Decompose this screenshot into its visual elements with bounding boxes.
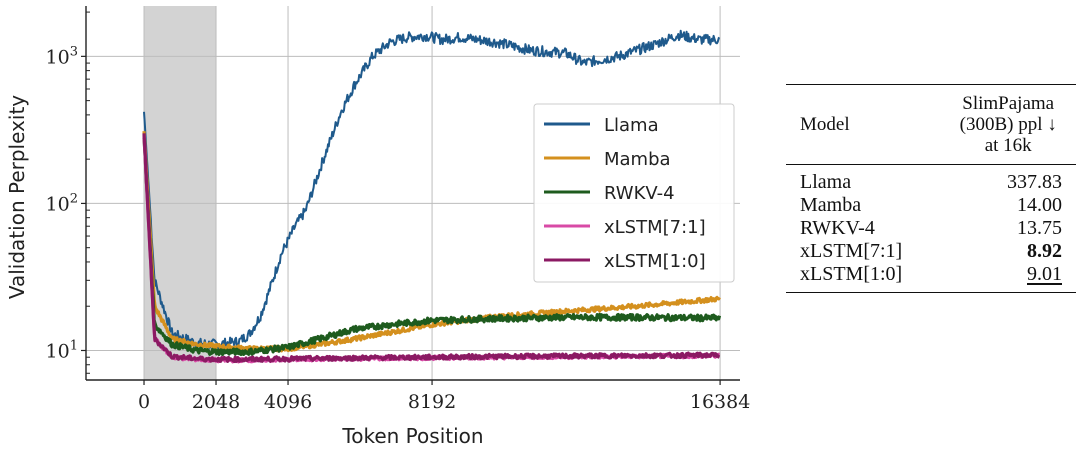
legend-label: Mamba — [604, 149, 671, 170]
table-cell-model: xLSTM[7:1] — [800, 240, 903, 262]
legend-label: xLSTM[7:1] — [604, 217, 706, 238]
table-row: Llama 337.83 — [786, 164, 1076, 195]
legend-box — [533, 103, 735, 283]
x-tick-label: 0 — [138, 391, 150, 413]
plot-area: 0 2048 4096 8192 16384 101 102 103 Llama Mamba RWK… — [46, 6, 750, 413]
x-axis-label: Token Position — [341, 424, 483, 448]
table-cell-model: RWKV-4 — [800, 217, 875, 239]
table-cell-model: Llama — [800, 171, 852, 193]
legend-label: xLSTM[1:0] — [604, 251, 706, 272]
y-tick-label: 102 — [46, 191, 78, 215]
shaded-region — [144, 6, 217, 380]
table-header-model: Model — [800, 114, 850, 135]
series-line — [142, 133, 721, 364]
x-tick-label: 16384 — [690, 391, 750, 413]
y-tick-label: 101 — [46, 338, 78, 362]
y-axis-label: Validation Perplexity — [5, 95, 29, 299]
table-row: xLSTM[7:1] 8.92 — [786, 240, 1076, 263]
results-table: Model SlimPajama (300B) ppl ↓ at 16k Lla… — [786, 84, 1076, 293]
legend-label: Llama — [604, 115, 659, 136]
series-line — [143, 29, 721, 350]
x-tick-label: 2048 — [192, 391, 240, 413]
perplexity-chart: 0 2048 4096 8192 16384 101 102 103 Llama Mamba RWK… — [5, 6, 750, 448]
table-row: RWKV-4 13.75 — [786, 217, 1076, 240]
x-tick-label: 4096 — [264, 391, 312, 413]
table-header-metric-line1: SlimPajama — [962, 93, 1055, 114]
table-row: xLSTM[1:0] 9.01 — [786, 263, 1076, 293]
x-tick-label: 8192 — [408, 391, 456, 413]
table-cell-value-second-text: 9.01 — [1027, 263, 1062, 285]
table-cell-value: 337.83 — [1007, 171, 1062, 193]
table-cell-value: 13.75 — [1017, 217, 1062, 239]
table-cell-value: 14.00 — [1017, 194, 1062, 216]
legend-label: RWKV-4 — [604, 183, 675, 204]
table-header-row: Model SlimPajama (300B) ppl ↓ at 16k — [786, 84, 1076, 165]
table-cell-model: Mamba — [800, 194, 862, 216]
table-header-metric-line2: (300B) ppl ↓ — [959, 114, 1057, 135]
table-cell-value-second: 9.01 — [940, 263, 1076, 293]
table-header-metric: SlimPajama (300B) ppl ↓ at 16k — [940, 85, 1076, 165]
series-line — [142, 137, 722, 357]
table-cell-value-best: 8.92 — [1027, 240, 1062, 262]
y-tick-label: 103 — [46, 44, 78, 68]
series-line — [142, 131, 721, 353]
table-header-metric-line3: at 16k — [984, 135, 1032, 156]
table-row: Mamba 14.00 — [786, 194, 1076, 217]
table-cell-model: xLSTM[1:0] — [800, 263, 903, 285]
